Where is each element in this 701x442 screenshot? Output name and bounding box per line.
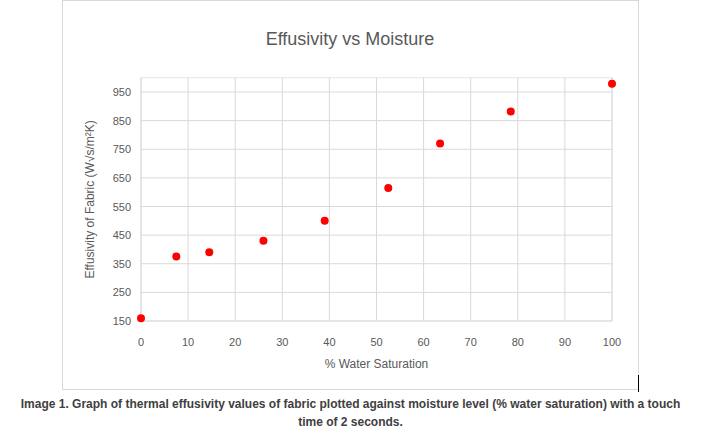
x-grid-line: [470, 78, 471, 321]
x-grid-line: [235, 78, 236, 321]
x-grid-line: [282, 78, 283, 321]
x-tick-label: 80: [512, 336, 524, 348]
data-point: [259, 237, 267, 245]
x-grid-line: [612, 78, 613, 321]
data-point: [436, 140, 444, 148]
plot-area: [137, 80, 616, 322]
y-tick-label: 150: [113, 315, 131, 327]
y-tick-label: 750: [113, 143, 131, 155]
x-grid-line: [423, 78, 424, 321]
data-point: [137, 314, 145, 322]
x-grid-line: [188, 78, 189, 321]
x-tick-label: 40: [323, 336, 335, 348]
x-tick-label: 20: [229, 336, 241, 348]
x-axis-label: % Water Saturation: [325, 357, 429, 371]
plot-frame: [141, 78, 612, 321]
y-tick-label: 350: [113, 258, 131, 270]
caption: Image 1. Graph of thermal effusivity val…: [10, 395, 691, 431]
data-point: [172, 253, 180, 261]
x-tick-label: 100: [603, 336, 621, 348]
y-axis-label: Effusivity of Fabric (W√s/m²K): [83, 120, 97, 278]
y-tick-label: 850: [113, 115, 131, 127]
x-tick-label: 70: [465, 336, 477, 348]
data-point: [205, 248, 213, 256]
x-tick-label: 50: [370, 336, 382, 348]
chart-title: Effusivity vs Moisture: [266, 29, 435, 49]
x-grid-line: [376, 78, 377, 321]
data-point: [321, 217, 329, 225]
x-grid-line: [141, 78, 142, 321]
y-tick-label: 650: [113, 172, 131, 184]
data-point: [608, 80, 616, 88]
x-grid-line: [564, 78, 565, 321]
y-tick-label: 950: [113, 86, 131, 98]
x-tick-label: 60: [417, 336, 429, 348]
x-tick-label: 0: [138, 336, 144, 348]
y-tick-label: 450: [113, 229, 131, 241]
x-grid-line: [517, 78, 518, 321]
y-tick-label: 250: [113, 286, 131, 298]
x-grid-line: [329, 78, 330, 321]
x-tick-label: 10: [182, 336, 194, 348]
x-tick-label: 30: [276, 336, 288, 348]
data-point: [507, 107, 515, 115]
chart-border: [63, 1, 639, 390]
x-tick-label: 90: [559, 336, 571, 348]
y-tick-label: 550: [113, 201, 131, 213]
border-mark: [638, 375, 639, 392]
data-point: [384, 184, 392, 192]
